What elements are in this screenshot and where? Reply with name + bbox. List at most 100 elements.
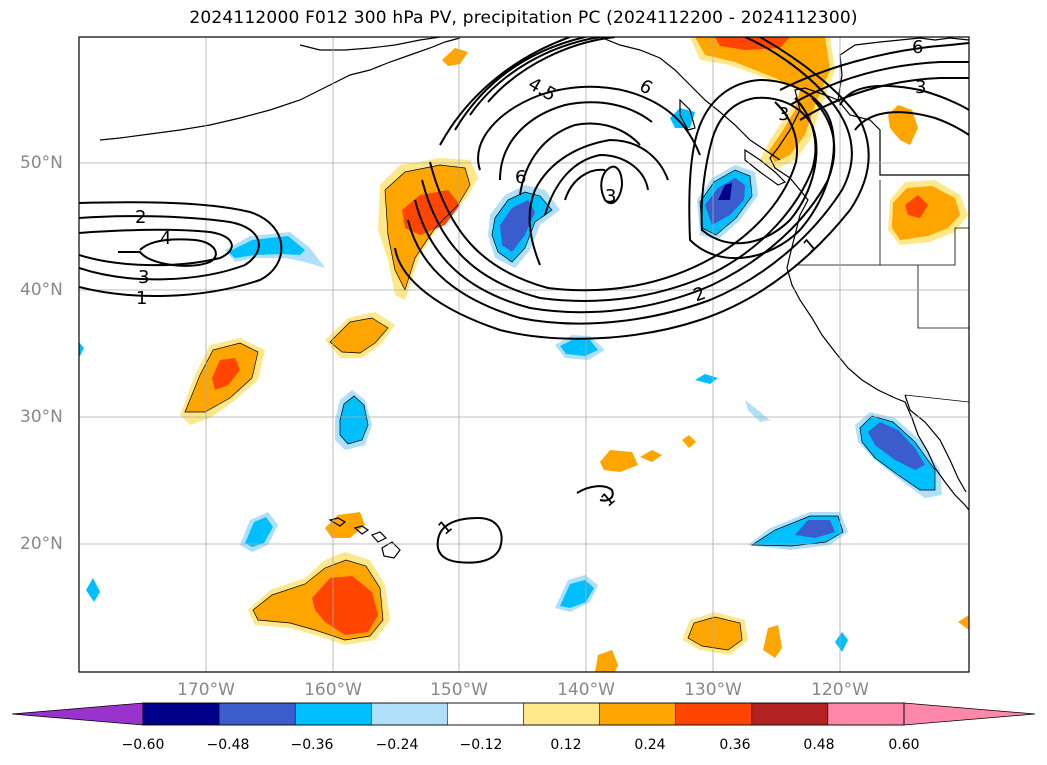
precip-negative-small-3	[695, 374, 718, 384]
lon-label-130w: 130°W	[684, 680, 742, 700]
lon-label-160w: 160°W	[304, 680, 362, 700]
colorbar-tick: 0.60	[888, 737, 920, 753]
precip-negative-small-5	[835, 632, 848, 652]
coast-baja	[904, 394, 967, 493]
precip-positive-168w	[180, 338, 265, 425]
precip-positive-small-4	[682, 435, 696, 448]
pv-contour-1-west	[79, 201, 283, 297]
precip-negative-159w	[335, 390, 372, 450]
pv-contour-8-main	[469, 37, 601, 116]
pv-contour-2-west	[79, 215, 260, 281]
colorbar-bin	[827, 702, 905, 726]
precip-negative-small-7	[670, 108, 695, 128]
pv-contour-7-main	[454, 37, 586, 131]
island-kauai	[328, 517, 347, 527]
gridlines	[79, 37, 969, 672]
coast-us-west	[769, 87, 969, 511]
lat-label-50n: 50°N	[20, 153, 63, 173]
precip-positive-small-2	[600, 450, 638, 472]
colorbar-bin	[675, 702, 753, 726]
borders	[795, 174, 969, 403]
pv-contour-3-west	[79, 228, 233, 267]
lon-label-140w: 140°W	[557, 680, 615, 700]
colorbar-over-extend	[903, 702, 1036, 726]
colorbar-bins	[142, 702, 905, 726]
contour-label: 3	[138, 267, 149, 288]
coast-aleutians	[99, 37, 461, 141]
map-title: 2024112000 F012 300 hPa PV, precipitatio…	[189, 8, 858, 28]
precip-positive-small-6	[763, 625, 782, 658]
precip-negative-163w	[225, 232, 325, 268]
pv-contour-ne-6b	[789, 61, 969, 106]
colorbar-bin	[371, 702, 448, 726]
lat-label-30n: 30°N	[20, 407, 63, 427]
plot-frame	[78, 36, 970, 673]
contour-label: 3	[778, 104, 789, 125]
precip-outlines	[184, 164, 936, 651]
pv-contour-trough-f	[564, 168, 606, 201]
colorbar-tick: 0.24	[634, 737, 666, 753]
island-maui	[370, 531, 388, 543]
colorbar-frame	[142, 702, 905, 726]
lon-label-170w: 170°W	[177, 680, 235, 700]
border-nv-ut	[880, 227, 969, 266]
island-oahu	[353, 525, 370, 535]
precip-positive-small-8	[442, 48, 468, 66]
border-az	[917, 265, 969, 329]
precip-negative-140w	[555, 335, 605, 360]
coast-se-alaska	[599, 37, 781, 161]
lat-label-20n: 20°N	[20, 534, 63, 554]
colorbar-tick: 0.12	[550, 737, 582, 753]
colorbar-tick: 0.36	[719, 737, 751, 753]
pv-contour-1-main	[394, 37, 870, 340]
precip-positive-small-7	[595, 650, 618, 672]
coast-alaska-south	[299, 37, 441, 51]
precip-negative-small-8	[79, 342, 84, 356]
precip-positive-115w	[888, 105, 918, 145]
pv-contour-2-main	[407, 37, 853, 325]
precip-positive-hawaii	[248, 552, 390, 645]
island-hawaii	[381, 541, 401, 559]
contour-label: 1	[136, 288, 147, 309]
colorbar-tick: −0.48	[206, 737, 250, 753]
precip-positive-118w	[888, 180, 968, 245]
colorbar-bin	[523, 702, 600, 726]
pv-contour-4-main	[421, 97, 817, 302]
colorbar-bin	[294, 702, 372, 726]
contour-label: 3	[605, 186, 616, 207]
pv-contour-trough-c	[519, 122, 641, 196]
pv-contour-6-main	[439, 37, 571, 146]
colorbar-bin	[142, 702, 220, 726]
precip-positive-small-3	[640, 450, 662, 462]
colorbar-under-extend	[11, 702, 144, 726]
island-vancouver	[744, 148, 787, 186]
lon-label-120w: 120°W	[811, 680, 869, 700]
coastlines	[99, 37, 969, 559]
colorbar-tick: −0.24	[375, 737, 419, 753]
pv-contour-trough-e	[544, 153, 649, 216]
pv-contour-ne-2	[854, 111, 969, 136]
colorbar-bin	[447, 702, 524, 726]
precip-negative-small-4	[745, 400, 770, 422]
island-haida-gwaii	[679, 98, 696, 131]
pv-contour-ridge-b	[700, 96, 818, 245]
colorbar	[11, 702, 1036, 726]
precip-shading	[79, 37, 969, 672]
pv-contour-4-west	[118, 238, 217, 267]
pv-contour-trough-d	[528, 138, 669, 266]
pv-contour-ne-3	[799, 77, 969, 121]
colorbar-bin	[751, 702, 829, 726]
colorbar-bin	[218, 702, 296, 726]
colorbar-bin	[599, 702, 676, 726]
contour-label: 2	[135, 207, 146, 228]
precip-positive-small-9	[958, 615, 969, 630]
contour-label: 4	[160, 228, 171, 249]
precip-positive-small-5b	[688, 617, 742, 650]
contour-label: 6	[515, 167, 526, 188]
pv-contour-trough-a	[477, 85, 701, 171]
colorbar-tick: −0.12	[459, 737, 503, 753]
colorbar-tick: −0.36	[290, 737, 334, 753]
precip-negative-22n	[748, 512, 848, 550]
precip-negative-baja	[855, 412, 942, 498]
